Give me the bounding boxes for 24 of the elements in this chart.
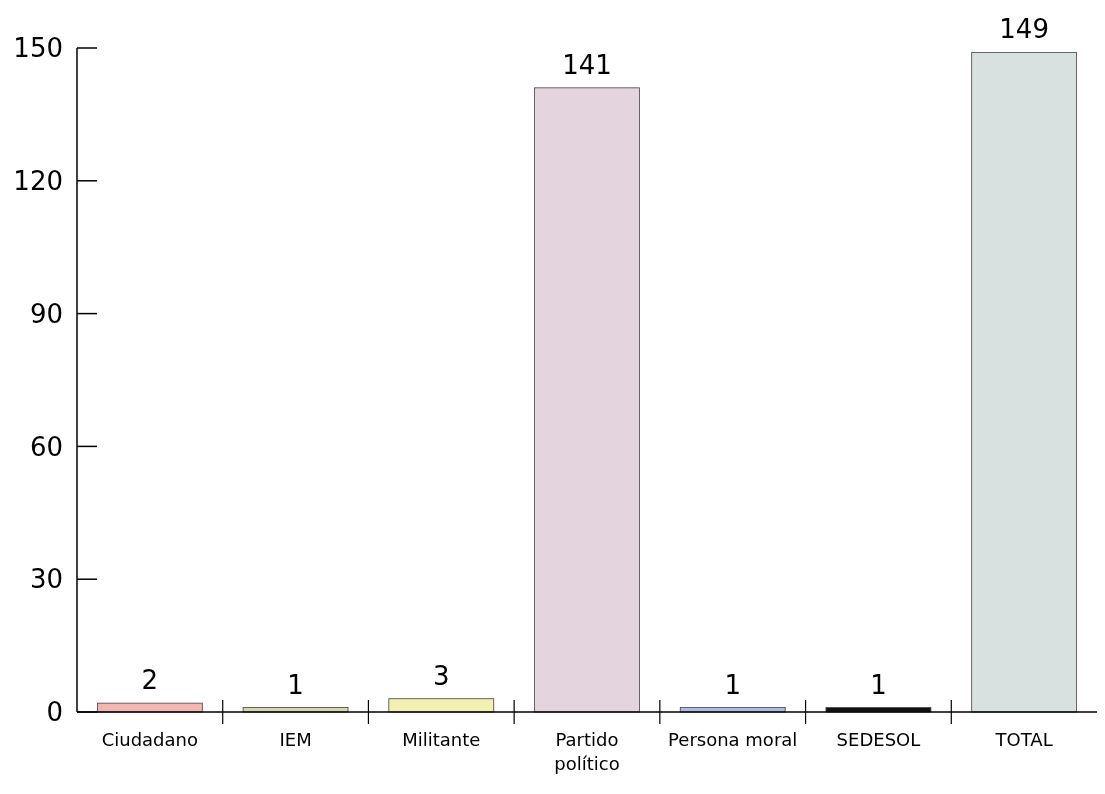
bar	[971, 52, 1077, 713]
x-tick-label: Militante	[402, 729, 481, 750]
x-tick-label: TOTAL	[994, 729, 1053, 750]
data-label: 2	[141, 665, 159, 696]
data-label: 1	[870, 669, 887, 700]
bar	[97, 702, 203, 713]
y-tick-label: 30	[29, 564, 63, 595]
x-tick-label: SEDESOL	[836, 729, 921, 750]
bar	[534, 87, 640, 713]
data-label: 1	[724, 669, 741, 700]
x-tick-label: Partido político	[554, 729, 620, 774]
y-tick-label: 120	[13, 165, 63, 196]
bar	[388, 698, 495, 713]
data-label: 1	[287, 669, 304, 700]
y-tick-label: 0	[46, 697, 63, 728]
y-tick-label: 90	[29, 298, 63, 329]
data-label: 141	[562, 49, 612, 80]
data-label: 149	[999, 14, 1049, 45]
x-tick-label: IEM	[279, 729, 312, 750]
x-tick-label: Persona moral	[668, 729, 798, 750]
y-tick-label: 150	[13, 33, 63, 64]
x-tick-label: Ciudadano	[101, 729, 199, 750]
y-tick-label: 60	[29, 431, 63, 462]
data-label: 3	[433, 660, 450, 691]
